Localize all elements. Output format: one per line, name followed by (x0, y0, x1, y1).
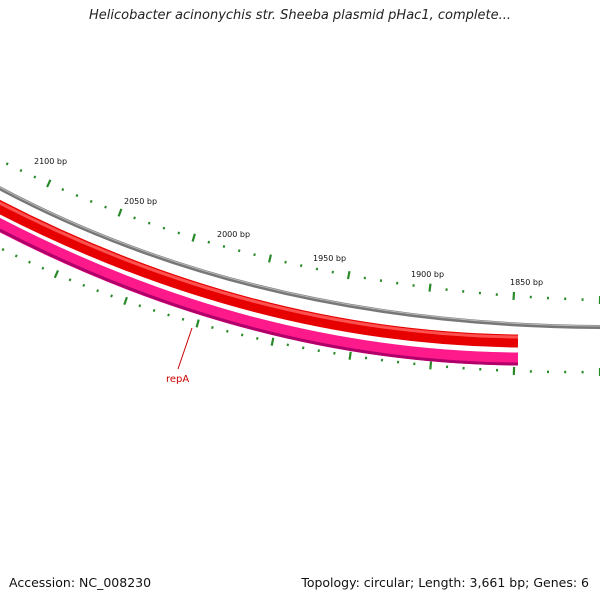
inner-scale-major-tick (53, 269, 60, 279)
outer-scale-minor-tick (5, 162, 9, 166)
inner-scale-minor-tick (211, 326, 214, 329)
outer-scale-minor-tick (89, 199, 93, 203)
inner-scale-ticks (1, 247, 600, 376)
outer-scale-major-tick (46, 179, 52, 188)
inner-scale-minor-tick (110, 294, 113, 298)
gene-label-leader (177, 327, 193, 370)
outer-scale-major-tick (191, 233, 196, 242)
inner-scale-minor-tick (41, 266, 45, 270)
outer-scale-minor-tick (162, 226, 166, 230)
inner-scale-major-tick (348, 351, 352, 360)
inner-scale-minor-tick (68, 278, 72, 282)
scale-label-2000: 2000 bp (217, 230, 250, 239)
inner-scale-major-tick (123, 296, 128, 306)
inner-scale-minor-tick (152, 308, 156, 313)
inner-scale-minor-tick (256, 336, 259, 340)
outer-scale-minor-tick (237, 249, 241, 253)
outer-scale-minor-tick (222, 245, 226, 248)
outer-scale-minor-tick (299, 264, 303, 268)
summary-text: Topology: circular; Length: 3,661 bp; Ge… (301, 575, 589, 590)
scale-label-2100: 2100 bp (34, 157, 67, 166)
scale-label-2050: 2050 bp (124, 197, 157, 206)
outer-scale-minor-tick (253, 253, 256, 257)
outer-scale-minor-tick (284, 260, 287, 264)
inner-scale-minor-tick (181, 317, 185, 321)
gene-label-repA: repA (166, 374, 189, 385)
outer-scale-major-tick (117, 208, 123, 217)
outer-scale-minor-tick (315, 267, 319, 271)
backbone-ring-highlight (0, 186, 600, 327)
gene-arc-repA-shade (0, 228, 519, 366)
inner-scale-minor-tick (14, 254, 18, 258)
map-title: Helicobacter acinonychis str. Sheeba pla… (89, 8, 511, 23)
outer-scale-minor-tick (177, 231, 181, 235)
outer-scale-minor-tick (19, 168, 23, 173)
inner-scale-major-tick (195, 319, 200, 328)
inner-scale-minor-tick (82, 283, 86, 287)
inner-scale-minor-tick (317, 349, 320, 353)
outer-scale-minor-tick (61, 188, 65, 192)
inner-scale-minor-tick (28, 260, 31, 264)
outer-scale-minor-tick (147, 221, 151, 225)
inner-scale-minor-tick (1, 247, 5, 252)
inner-scale-major-tick (270, 337, 275, 346)
scale-label-1900: 1900 bp (411, 270, 444, 279)
outer-scale-minor-tick (33, 175, 37, 179)
inner-scale-minor-tick (226, 329, 229, 333)
inner-scale-minor-tick (240, 333, 244, 337)
outer-scale-ticks (5, 162, 600, 305)
scale-label-1950: 1950 bp (313, 254, 346, 263)
backbone-ring (0, 186, 600, 329)
outer-scale-major-tick (512, 291, 516, 300)
inner-scale-minor-tick (96, 289, 99, 293)
gene-arc-forward-shade (0, 201, 519, 339)
outer-scale-major-tick (428, 283, 432, 292)
outer-scale-major-tick (268, 254, 272, 263)
accession-text: Accession: NC_008230 (9, 575, 152, 590)
inner-scale-minor-tick (167, 313, 170, 317)
inner-scale-minor-tick (138, 304, 142, 308)
inner-scale-major-tick (429, 361, 433, 370)
outer-scale-minor-tick (133, 216, 136, 220)
inner-scale-minor-tick (302, 346, 305, 350)
scale-label-1850: 1850 bp (510, 278, 543, 287)
outer-scale-major-tick (346, 270, 351, 280)
gene-arc-forward[interactable] (0, 199, 519, 348)
outer-scale-minor-tick (104, 205, 107, 209)
outer-scale-minor-tick (75, 194, 79, 198)
gene-arc-repA[interactable] (0, 217, 519, 366)
outer-scale-minor-tick (207, 240, 211, 244)
